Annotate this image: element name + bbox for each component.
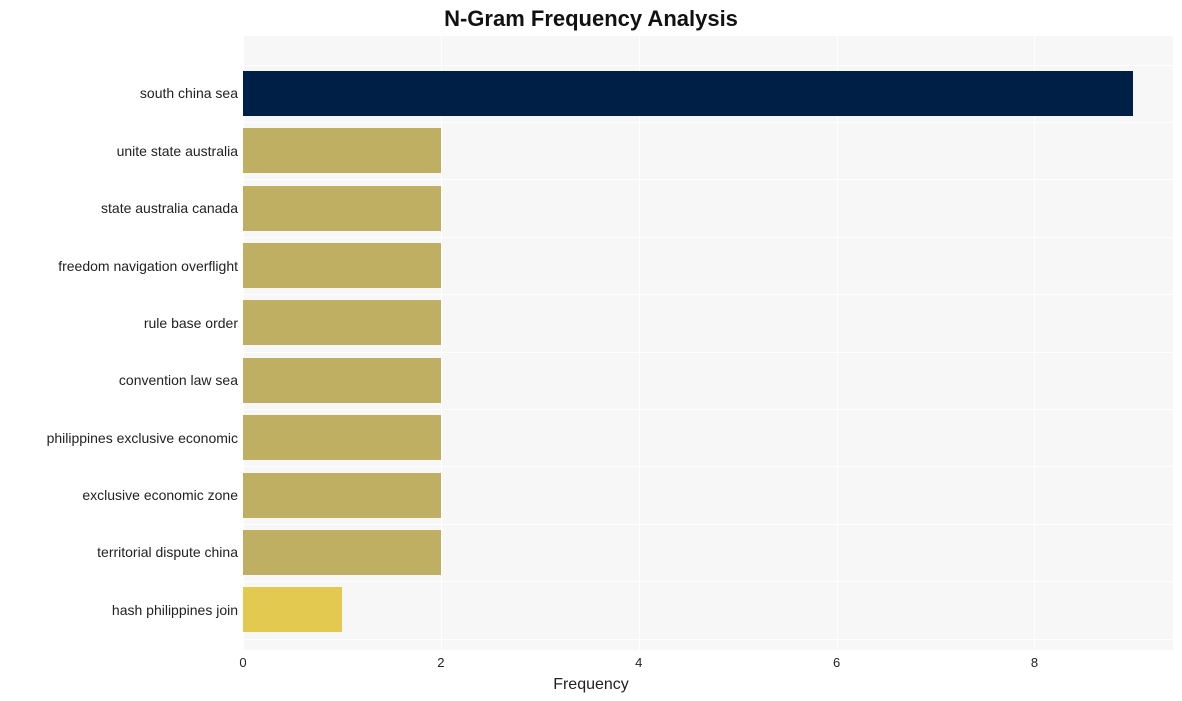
row-separator xyxy=(243,65,1173,66)
y-tick-label: hash philippines join xyxy=(112,602,238,618)
bar xyxy=(243,186,441,231)
row-separator xyxy=(243,639,1173,640)
ngram-chart: N-Gram Frequency Analysis Frequency 0 2 4 6… xyxy=(0,0,1182,701)
y-tick-label: south china sea xyxy=(140,85,238,101)
y-tick-label: state australia canada xyxy=(101,200,238,216)
x-tick-label: 8 xyxy=(1031,655,1038,670)
x-axis-label: Frequency xyxy=(0,676,1182,694)
x-tick-label: 0 xyxy=(239,655,246,670)
chart-title: N-Gram Frequency Analysis xyxy=(0,6,1182,32)
bar xyxy=(243,128,441,173)
gridline xyxy=(639,36,640,650)
row-separator xyxy=(243,524,1173,525)
bar xyxy=(243,300,441,345)
row-separator xyxy=(243,122,1173,123)
row-separator xyxy=(243,581,1173,582)
plot-area xyxy=(243,36,1173,650)
gridline xyxy=(837,36,838,650)
gridline xyxy=(441,36,442,650)
y-tick-label: territorial dispute china xyxy=(97,544,238,560)
y-tick-label: rule base order xyxy=(144,315,238,331)
bar xyxy=(243,587,342,632)
row-separator xyxy=(243,466,1173,467)
y-tick-label: freedom navigation overflight xyxy=(58,258,238,274)
x-tick-label: 4 xyxy=(635,655,642,670)
y-tick-label: exclusive economic zone xyxy=(82,487,238,503)
bar xyxy=(243,415,441,460)
row-separator xyxy=(243,409,1173,410)
bar xyxy=(243,358,441,403)
y-tick-label: unite state australia xyxy=(117,143,238,159)
y-tick-label: philippines exclusive economic xyxy=(47,430,238,446)
row-separator xyxy=(243,352,1173,353)
bar xyxy=(243,243,441,288)
bar xyxy=(243,530,441,575)
x-tick-label: 2 xyxy=(437,655,444,670)
x-tick-label: 6 xyxy=(833,655,840,670)
row-separator xyxy=(243,179,1173,180)
row-separator xyxy=(243,294,1173,295)
bar xyxy=(243,71,1133,116)
row-separator xyxy=(243,237,1173,238)
bar xyxy=(243,473,441,518)
y-tick-label: convention law sea xyxy=(119,372,238,388)
gridline xyxy=(1034,36,1035,650)
